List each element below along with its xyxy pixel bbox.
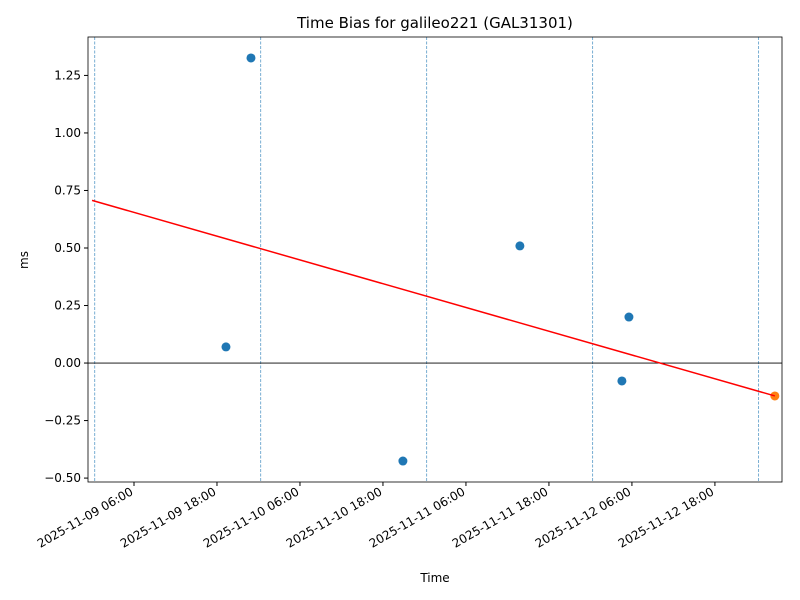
y-tick-label: −0.50 <box>44 471 81 485</box>
data-point <box>221 342 231 352</box>
trend-line <box>91 199 776 397</box>
y-tick-label: 0.50 <box>54 241 81 255</box>
y-axis-label: ms <box>17 251 31 269</box>
y-tick-label: 1.00 <box>54 126 81 140</box>
x-axis-label: Time <box>419 571 449 585</box>
y-tick-label: −0.25 <box>44 414 81 428</box>
y-tick-label: 0.25 <box>54 299 81 313</box>
y-tick-label: 0.00 <box>54 356 81 370</box>
y-tick-label: 0.75 <box>54 183 81 197</box>
y-tick-label: 1.25 <box>54 68 81 82</box>
data-point <box>515 241 525 251</box>
plot-frame <box>87 36 783 483</box>
data-point <box>624 312 634 322</box>
data-point <box>617 376 627 386</box>
data-point <box>398 456 408 466</box>
chart-title: Time Bias for galileo221 (GAL31301) <box>296 14 573 32</box>
data-point <box>246 53 256 63</box>
